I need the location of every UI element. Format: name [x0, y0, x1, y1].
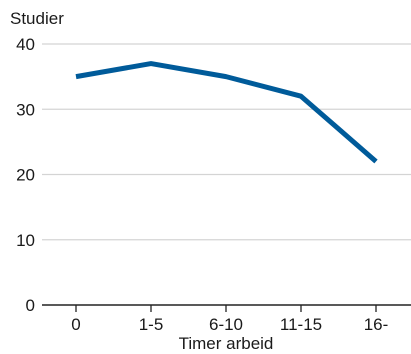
x-tick-label-1: 1-5 — [139, 315, 164, 334]
x-tick-label-0: 0 — [71, 315, 80, 334]
y-tick-label-2: 20 — [16, 166, 35, 185]
y-tick-label-1: 10 — [16, 231, 35, 250]
y-tick-label-4: 40 — [16, 35, 35, 54]
series-line-0 — [75, 61, 378, 164]
x-axis-title: Timer arbeid — [179, 334, 274, 353]
y-tick-label-0: 0 — [26, 296, 35, 315]
y-axis-ticks: 0 10 20 30 40 — [16, 35, 35, 315]
y-axis-title: Studier — [10, 9, 64, 28]
x-tick-label-2: 6-10 — [209, 315, 243, 334]
x-axis-ticks: 0 1-5 6-10 11-15 16- — [71, 305, 388, 334]
x-tick-label-3: 11-15 — [280, 315, 322, 334]
gridlines — [42, 43, 411, 241]
series-group — [75, 61, 378, 164]
x-tick-label-4: 16- — [364, 315, 389, 334]
y-tick-label-3: 30 — [16, 100, 35, 119]
